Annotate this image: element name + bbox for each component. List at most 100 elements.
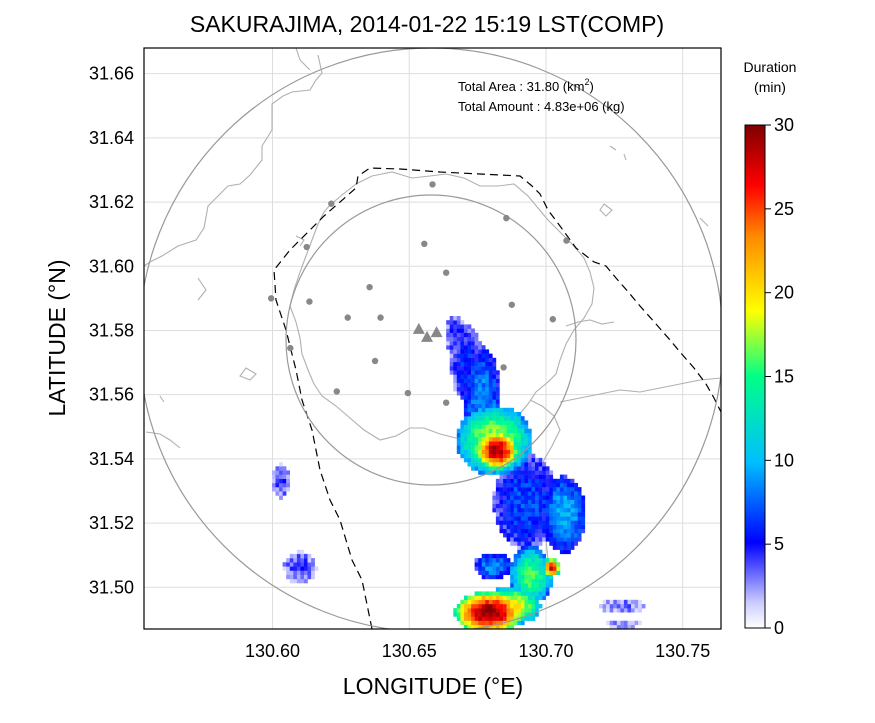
heatmap-cell [506, 570, 511, 575]
heatmap-cell [559, 474, 564, 479]
heatmap-cell [524, 604, 529, 609]
heatmap-cell [474, 412, 479, 417]
heatmap-cell [631, 620, 635, 626]
heatmap-cell [531, 520, 536, 525]
heatmap-cell [563, 528, 568, 534]
heatmap-cell [481, 366, 486, 371]
heatmap-cell [510, 512, 514, 517]
heatmap-cell [513, 462, 518, 467]
heatmap-cell [506, 424, 511, 429]
heatmap-cell [471, 345, 475, 350]
heatmap-cell [478, 378, 482, 383]
heatmap-cell [531, 453, 536, 459]
heatmap-cell [567, 491, 571, 496]
heatmap-cell [552, 512, 557, 517]
heatmap-cell [513, 512, 518, 517]
heatmap-cell [506, 508, 511, 513]
heatmap-cell [535, 487, 539, 492]
heatmap-cell [527, 608, 532, 613]
heatmap-cell [556, 524, 561, 530]
heatmap-cell [485, 357, 490, 363]
heatmap-cell [520, 612, 525, 617]
heatmap-cell [460, 608, 465, 613]
heatmap-cell [531, 549, 536, 555]
heatmap-cell [460, 370, 465, 375]
heatmap-cell [463, 391, 468, 396]
heatmap-cell [535, 570, 539, 575]
heatmap-cell [495, 491, 500, 496]
heatmap-cell [456, 349, 461, 354]
heatmap-cell [574, 487, 578, 492]
heatmap-cell [542, 578, 546, 584]
heatmap-cell [481, 553, 486, 559]
heatmap-cell [577, 537, 582, 542]
heatmap-cell [495, 399, 500, 404]
heatmap-cell [456, 449, 461, 454]
heatmap-cell [531, 537, 536, 542]
heatmap-cell [510, 466, 514, 471]
heatmap-cell [542, 516, 546, 521]
heatmap-cell [488, 566, 493, 571]
heatmap-cell [563, 478, 568, 484]
heatmap-cell [527, 570, 532, 575]
heatmap-cell [481, 374, 486, 379]
heatmap-cell [481, 470, 486, 475]
heatmap-cell [453, 370, 458, 375]
heatmap-cell [542, 520, 546, 525]
heatmap-cell [503, 466, 507, 471]
heatmap-cell [304, 570, 308, 575]
heatmap-cell [289, 553, 294, 559]
heatmap-cell [506, 604, 511, 609]
heatmap-cell [474, 378, 479, 383]
heatmap-cell [524, 466, 529, 471]
heatmap-cell [527, 445, 532, 450]
heatmap-cell [527, 516, 532, 521]
heatmap-cell [495, 508, 500, 513]
heatmap-cell [488, 620, 493, 626]
heatmap-cell [574, 541, 578, 546]
heatmap-cell [567, 549, 571, 555]
heatmap-cell [535, 583, 539, 588]
heatmap-cell [531, 470, 536, 475]
heatmap-cell [474, 370, 479, 375]
station-point [442, 399, 450, 406]
heatmap-cell [538, 516, 543, 521]
heatmap-cell [449, 332, 454, 338]
heatmap-cell [552, 545, 557, 550]
heatmap-cell [492, 499, 497, 504]
heatmap-cell [581, 495, 586, 500]
heatmap-cell [296, 553, 301, 559]
heatmap-cell [467, 420, 472, 425]
heatmap-cell [570, 537, 575, 542]
heatmap-cell [481, 420, 486, 425]
heatmap-cell [499, 616, 504, 621]
heatmap-cell [613, 620, 618, 626]
heatmap-cell [506, 474, 511, 479]
heatmap-cell [503, 428, 507, 434]
heatmap-cell [513, 478, 518, 484]
heatmap-cell [531, 604, 536, 609]
heatmap-cell [478, 432, 482, 438]
heatmap-cell [517, 482, 522, 488]
heatmap-cell [542, 474, 546, 479]
heatmap-cell [488, 353, 493, 358]
heatmap-cell [282, 482, 287, 488]
heatmap-cell [549, 528, 554, 534]
heatmap-cell [641, 604, 646, 609]
heatmap-cell [495, 445, 500, 450]
heatmap-cell [581, 528, 586, 534]
heatmap-cell [538, 591, 543, 596]
heatmap-cell [467, 374, 472, 379]
heatmap-cell [556, 512, 561, 517]
heatmap-cell [488, 604, 493, 609]
heatmap-cell [478, 399, 482, 404]
heatmap-cell [567, 503, 571, 509]
heatmap-cell [620, 604, 625, 609]
heatmap-cell [535, 553, 539, 559]
heatmap-cell [485, 462, 490, 467]
heatmap-cell [485, 562, 490, 567]
heatmap-cell [549, 578, 554, 584]
heatmap-cell [520, 516, 525, 521]
heatmap-cell [563, 541, 568, 546]
heatmap-cell [471, 624, 475, 629]
